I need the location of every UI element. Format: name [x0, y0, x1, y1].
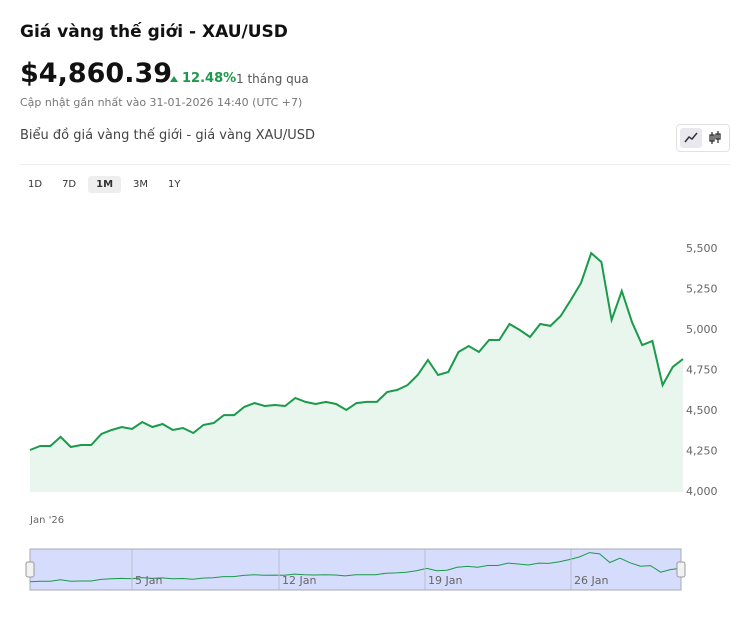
- change: 12.48%: [182, 71, 237, 86]
- x-axis-label: Jan '26: [29, 515, 64, 526]
- range-button[interactable]: 7D: [62, 179, 77, 190]
- navigator-line: [29, 552, 682, 583]
- range-button[interactable]: 3M: [133, 179, 149, 190]
- price-line: [29, 251, 684, 451]
- candle-icon[interactable]: [709, 131, 721, 144]
- y-tick-label: 4,000: [686, 485, 718, 498]
- range-button[interactable]: 1M: [88, 176, 122, 193]
- y-tick-label: 4,750: [686, 364, 718, 377]
- page-title: Giá vàng thế giới - XAU/USD: [20, 22, 288, 42]
- y-tick-label: 4,500: [686, 404, 718, 417]
- navigator-label: 12 Jan: [282, 574, 316, 587]
- y-tick-label: 4,250: [686, 445, 718, 458]
- divider: [20, 164, 730, 165]
- chart-tools: [676, 124, 730, 152]
- price: $4,860.39: [20, 58, 173, 89]
- line-icon: [684, 132, 698, 143]
- navigator: [29, 548, 682, 591]
- navigator-handle[interactable]: [676, 561, 686, 578]
- range-buttons: 1D 7D 1M 3M 1Y: [20, 176, 189, 193]
- period: 1 tháng qua: [236, 72, 309, 86]
- tool-icons: [680, 128, 721, 148]
- navigator-label: 19 Jan: [428, 574, 462, 587]
- navigator-label: 5 Jan: [135, 574, 162, 587]
- y-tick-label: 5,250: [686, 283, 718, 296]
- navigator-label: 26 Jan: [574, 574, 608, 587]
- up-icon: [170, 76, 178, 82]
- area: [30, 253, 683, 492]
- range-button[interactable]: 1D: [28, 179, 43, 190]
- range-button[interactable]: 1Y: [168, 179, 181, 190]
- y-tick-label: 5,500: [686, 242, 718, 255]
- y-tick-label: 5,000: [686, 323, 718, 336]
- updated: Cập nhật gần nhất vào 31-01-2026 14:40 (…: [20, 96, 303, 109]
- navigator-handle[interactable]: [25, 561, 35, 578]
- section-title: Biểu đồ giá vàng thế giới - giá vàng XAU…: [20, 128, 316, 143]
